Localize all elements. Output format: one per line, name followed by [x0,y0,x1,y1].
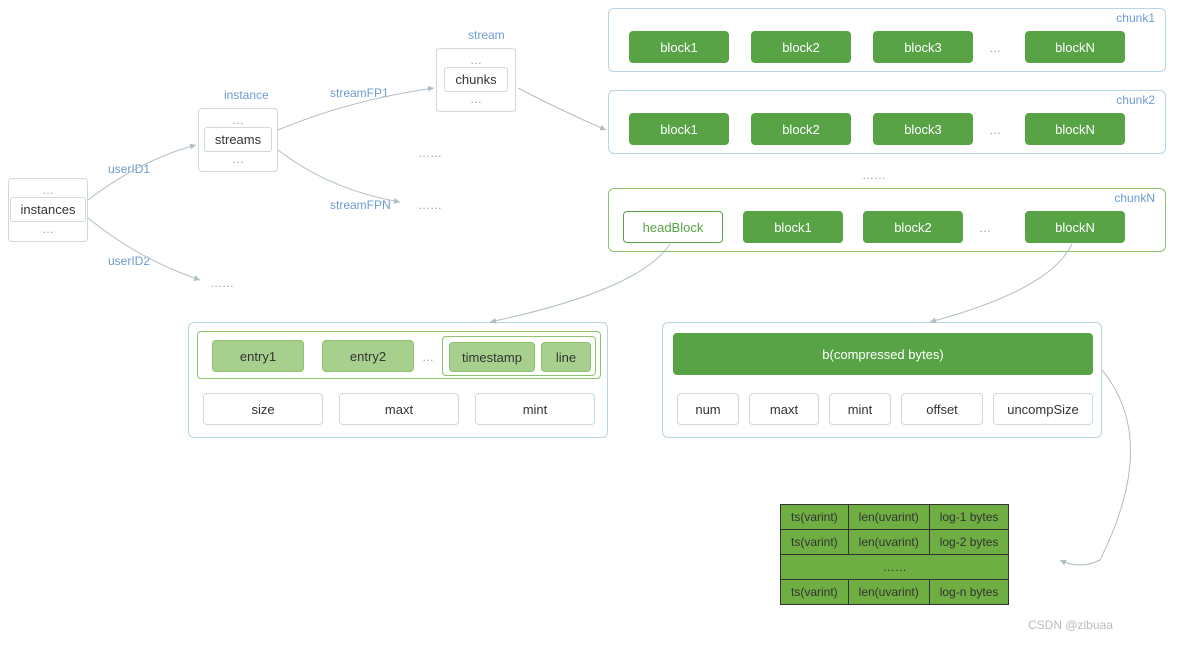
streams-label: streams [204,127,272,152]
chunk2-panel: chunk2 block1 block2 block3 … blockN [608,90,1166,154]
chunks-label: chunks [444,67,507,92]
dots-chunks: …… [862,168,886,182]
dots-instance: …… [418,146,442,160]
chunk1-block3: block3 [873,31,973,63]
ellipsis: … [42,183,54,197]
chunk2-block2: block2 [751,113,851,145]
ellipsis: … [42,222,54,236]
chunk1-block1: block1 [629,31,729,63]
chunk1-dots: … [989,41,1001,55]
offset-box: offset [901,393,983,425]
edge-streamFP1: streamFP1 [330,86,389,100]
cell: log-1 bytes [929,505,1009,530]
compressed-bytes: b(compressed bytes) [673,333,1093,375]
chunk2-block1: block1 [629,113,729,145]
chunkN-headBlock: headBlock [623,211,723,243]
bytes-table: ts(varint) len(uvarint) log-1 bytes ts(v… [780,504,1009,605]
table-row: ts(varint) len(uvarint) log-1 bytes [781,505,1009,530]
chunkN-blockN: blockN [1025,211,1125,243]
chunkN-block2: block2 [863,211,963,243]
size-box: size [203,393,323,425]
edge-userID1: userID1 [108,162,150,176]
block-detail-panel: b(compressed bytes) num maxt mint offset… [662,322,1102,438]
instances-node: … instances … [8,178,88,242]
chunk1-block2: block2 [751,31,851,63]
chunkN-dots: … [979,221,991,235]
chunk1-label: chunk1 [1116,11,1155,25]
headblock-detail-panel: entry1 entry2 … timestamp line size maxt… [188,322,608,438]
chunkN-panel: chunkN headBlock block1 block2 … blockN [608,188,1166,252]
entry1: entry1 [212,340,304,372]
chunk1-blockN: blockN [1025,31,1125,63]
cell: ts(varint) [781,530,849,555]
edge-userID2: userID2 [108,254,150,268]
instances-label: instances [10,197,87,222]
maxt2-box: maxt [749,393,819,425]
chunk2-block3: block3 [873,113,973,145]
entries-dots: … [422,350,434,364]
chunk1-panel: chunk1 block1 block2 block3 … blockN [608,8,1166,72]
cell: len(uvarint) [848,580,929,605]
cell: len(uvarint) [848,530,929,555]
mint2-box: mint [829,393,891,425]
mint-box: mint [475,393,595,425]
watermark: CSDN @zlbuaa [1028,618,1113,632]
chunkN-block1: block1 [743,211,843,243]
streams-node: … streams … [198,108,278,172]
uncompsize-box: uncompSize [993,393,1093,425]
cell: log-2 bytes [929,530,1009,555]
edge-streamFPN: streamFPN [330,198,391,212]
chunk2-blockN: blockN [1025,113,1125,145]
chunk2-dots: … [989,123,1001,137]
chunk2-label: chunk2 [1116,93,1155,107]
maxt-box: maxt [339,393,459,425]
ellipsis: … [470,53,482,67]
ellipsis: … [470,92,482,106]
entries-group: entry1 entry2 … timestamp line [197,331,601,379]
instance-panel-title: instance [224,88,269,102]
chunks-node: … chunks … [436,48,516,112]
entry2: entry2 [322,340,414,372]
dots-streamFPN: …… [418,198,442,212]
ellipsis: … [232,152,244,166]
cell: ts(varint) [781,580,849,605]
chunkN-label: chunkN [1114,191,1155,205]
table-row: ts(varint) len(uvarint) log-2 bytes [781,530,1009,555]
table-row: ts(varint) len(uvarint) log-n bytes [781,580,1009,605]
cell: ts(varint) [781,505,849,530]
num-box: num [677,393,739,425]
line: line [541,342,591,372]
ellipsis: … [232,113,244,127]
table-row: …… [781,555,1009,580]
cell: len(uvarint) [848,505,929,530]
cell-dots: …… [781,555,1009,580]
timestamp: timestamp [449,342,535,372]
dots-userID2: …… [210,276,234,290]
cell: log-n bytes [929,580,1009,605]
stream-panel-title: stream [468,28,505,42]
ts-line-group: timestamp line [442,336,596,376]
